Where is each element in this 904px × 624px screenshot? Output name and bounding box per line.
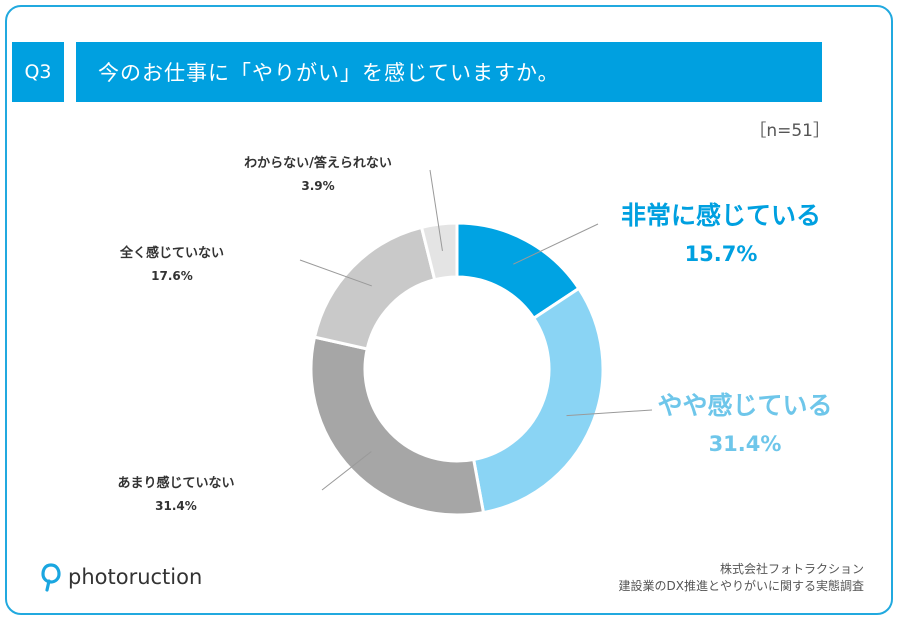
leader-line-not-much [321, 451, 372, 491]
photoruction-logo-icon [41, 563, 61, 592]
leader-line-not-at-all [299, 259, 372, 287]
label-very-much: 非常に感じている 15.7% [606, 196, 836, 266]
sample-size: ［n=51］ [749, 121, 830, 141]
slice-value-2: 31.4% [155, 499, 197, 513]
label-not-at-all: 全く感じていない 17.6% [92, 242, 252, 283]
slice-value-4: 3.9% [301, 179, 335, 193]
slice-label-4: わからない/答えられない [244, 156, 392, 171]
slice-value-0: 15.7% [684, 242, 758, 266]
slice-label-2: あまり感じていない [117, 476, 235, 491]
brand-name: photoruction [68, 565, 203, 589]
slice-label-3: 全く感じていない [119, 246, 224, 261]
credits: 株式会社フォトラクション 建設業のDX推進とやりがいに関する実態調査 [619, 561, 864, 595]
slice-not-at-all [312, 225, 437, 351]
label-not-much: あまり感じていない 31.4% [84, 472, 268, 513]
leader-line-dont-know [429, 169, 443, 251]
slice-value-1: 31.4% [708, 432, 782, 456]
leader-line-very-much [513, 223, 599, 265]
leader-line-somewhat [566, 409, 653, 417]
slice-label-1: やや感じている [657, 391, 833, 420]
brand-logo: photoruction [40, 562, 202, 592]
survey-name: 建設業のDX推進とやりがいに関する実態調査 [618, 579, 864, 593]
slice-dont-know [419, 221, 459, 282]
label-dont-know: わからない/答えられない 3.9% [216, 152, 420, 193]
company-name: 株式会社フォトラクション [719, 562, 864, 576]
label-somewhat: やや感じている 31.4% [640, 386, 850, 456]
slice-label-0: 非常に感じている [620, 201, 821, 230]
slice-value-3: 17.6% [151, 269, 193, 283]
question-number: Q3 [12, 42, 64, 102]
slice-somewhat [471, 286, 605, 515]
slice-not-much [309, 335, 486, 517]
question-title: 今のお仕事に「やりがい」を感じていますか。 [76, 42, 822, 102]
